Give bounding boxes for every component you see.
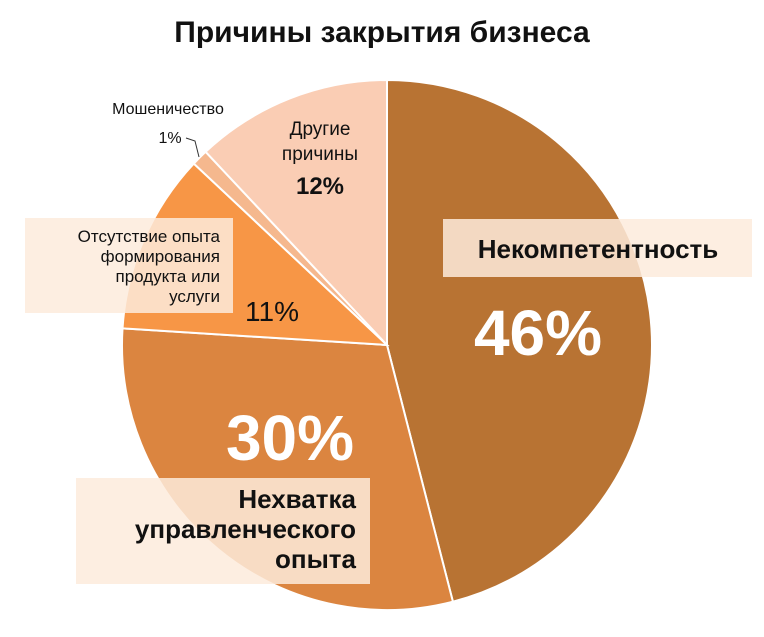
fraud-leader-line (185, 137, 200, 158)
label-fraud: Мошеничество (112, 101, 224, 118)
pie-slices (121, 78, 653, 611)
label-bg-product (25, 218, 233, 313)
value-other: 12% (296, 173, 344, 200)
label-incompetence: Некомпетентность (478, 234, 719, 264)
value-management: 30% (226, 402, 354, 474)
label-management-line2: управленческого (135, 514, 356, 544)
label-other-line1: Другие (290, 119, 351, 140)
value-incompetence: 46% (474, 297, 602, 369)
pie-slice-0 (386, 78, 653, 603)
label-product-line4: услуги (169, 287, 220, 306)
label-management-line3: опыта (275, 544, 357, 574)
label-other-line2: причины (282, 144, 358, 165)
value-product: 11% (245, 296, 299, 327)
label-product-line1: Отсутствие опыта (78, 227, 221, 246)
label-product-line2: формирования (101, 247, 220, 266)
label-bg-incompetence (443, 219, 752, 277)
label-product-line3: продукта или (116, 267, 220, 286)
pie-slice-4 (204, 78, 388, 348)
value-fraud: 1% (158, 130, 181, 147)
label-management-line1: Нехватка (238, 484, 356, 514)
chart-title: Причины закрытия бизнеса (174, 16, 590, 49)
label-bg-management (76, 478, 370, 584)
